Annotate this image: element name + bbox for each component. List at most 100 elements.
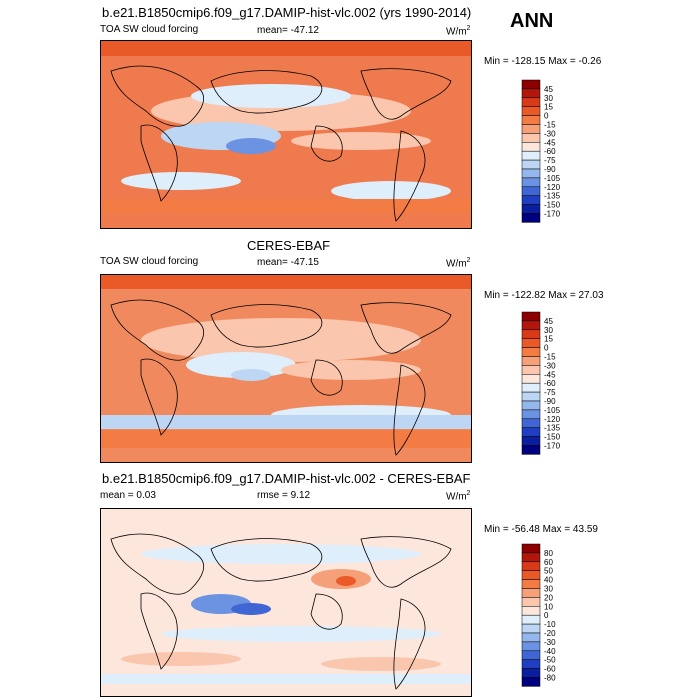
colorbar-swatch <box>521 391 541 402</box>
panel1-units: W/m2 <box>446 25 471 38</box>
colorbar-tick-label: -75 <box>544 388 556 397</box>
colorbar-tick-label: 30 <box>544 94 553 103</box>
colorbar-swatch <box>521 650 541 660</box>
colorbar-swatch <box>521 168 541 179</box>
panel3-colorbar: 80 60 50 40 30 20 10 0 -10 -20 -30 -40 -50 -60 -80 <box>521 543 582 694</box>
colorbar-swatch <box>521 668 541 678</box>
colorbar-swatch <box>521 311 541 322</box>
panel2-map-svg <box>101 275 471 462</box>
colorbar-tick-label: 0 <box>544 344 549 353</box>
colorbar-tick-label: 20 <box>544 593 553 602</box>
panel2-units: W/m2 <box>446 257 471 270</box>
colorbar-tick-label: 45 <box>544 85 553 94</box>
colorbar-swatch <box>521 150 541 161</box>
panel1-mean-label: mean= -47.12 <box>257 25 319 36</box>
colorbar-tick-label: 10 <box>544 602 553 611</box>
colorbar-tick-label: 80 <box>544 549 553 558</box>
colorbar-swatch <box>521 142 541 152</box>
panel1-variable-label: TOA SW cloud forcing <box>100 24 199 35</box>
colorbar-swatch <box>521 320 541 331</box>
colorbar-swatch <box>521 570 541 580</box>
colorbar-tick-label: -60 <box>544 379 556 388</box>
colorbar-tick-label: -15 <box>544 121 556 130</box>
colorbar-swatch <box>521 632 541 643</box>
colorbar-swatch <box>521 159 541 170</box>
panel2-mean-label: mean= -47.15 <box>257 257 319 268</box>
colorbar-tick-label: 0 <box>544 611 549 620</box>
panel3-map-svg <box>101 509 471 696</box>
colorbar-swatch <box>521 552 541 563</box>
colorbar-swatch <box>521 365 541 375</box>
colorbar-tick-label: -170 <box>544 210 561 219</box>
colorbar-swatch <box>521 106 541 116</box>
colorbar-tick-label: 15 <box>544 335 553 344</box>
colorbar-tick-label: -150 <box>544 433 561 442</box>
colorbar-tick-label: -120 <box>544 415 561 424</box>
colorbar-tick-label: -105 <box>544 406 561 415</box>
panel1-map-svg <box>101 41 471 228</box>
colorbar-swatch <box>521 418 541 428</box>
colorbar-tick-label: -20 <box>544 629 556 638</box>
colorbar-tick-label: -120 <box>544 183 561 192</box>
colorbar-swatch <box>521 400 541 411</box>
colorbar-tick-label: 30 <box>544 585 553 594</box>
colorbar-swatch <box>521 124 541 134</box>
colorbar-swatch <box>521 338 541 348</box>
panel2-colorbar: 45 30 15 0 -15 -30 -45 -60 -75 -90 -105 -120 -135 -15… <box>521 311 582 462</box>
colorbar-tick-label: 60 <box>544 558 553 567</box>
colorbar-tick-label: -135 <box>544 192 561 201</box>
panel2-variable-label: TOA SW cloud forcing <box>100 256 199 267</box>
colorbar-tick-label: -40 <box>544 647 556 656</box>
colorbar-tick-label: -150 <box>544 201 561 210</box>
colorbar-swatch <box>521 115 541 125</box>
colorbar-tick-label: -30 <box>544 638 556 647</box>
colorbar-swatch <box>521 677 541 687</box>
panel3-minmax: Min = -56.48 Max = 43.59 <box>484 524 598 535</box>
colorbar-tick-label: -50 <box>544 656 556 665</box>
colorbar-swatch <box>521 133 541 143</box>
colorbar-tick-label: -10 <box>544 620 556 629</box>
colorbar-swatch <box>521 561 541 571</box>
colorbar-tick-label: -60 <box>544 147 556 156</box>
colorbar-tick-label: 15 <box>544 103 553 112</box>
colorbar-tick-label: -90 <box>544 165 556 174</box>
panel3-title: b.e21.B1850cmip6.f09_g17.DAMIP-hist-vlc.… <box>102 471 471 486</box>
colorbar-swatch <box>521 597 541 607</box>
colorbar-swatch <box>521 329 541 339</box>
colorbar-swatch <box>521 588 541 598</box>
colorbar-tick-label: -75 <box>544 156 556 165</box>
colorbar-swatch <box>521 543 541 554</box>
colorbar-swatch <box>521 659 541 669</box>
colorbar-swatch <box>521 606 541 616</box>
panel3-units: W/m2 <box>446 490 471 503</box>
colorbar-swatch <box>521 436 541 446</box>
colorbar-tick-label: -80 <box>544 674 556 683</box>
colorbar-swatch <box>521 579 541 589</box>
colorbar-swatch <box>521 374 541 384</box>
panel1-title: b.e21.B1850cmip6.f09_g17.DAMIP-hist-vlc.… <box>102 5 472 20</box>
colorbar-tick-label: 0 <box>544 112 549 121</box>
colorbar-swatch <box>521 195 541 205</box>
colorbar-swatch <box>521 445 541 455</box>
panel3-mean-label: mean = 0.03 <box>100 490 156 501</box>
colorbar-tick-label: 30 <box>544 326 553 335</box>
colorbar-swatch <box>521 213 541 223</box>
colorbar-tick-label: -30 <box>544 129 556 138</box>
panel3-map <box>100 508 472 697</box>
colorbar-swatch <box>521 186 541 196</box>
season-label: ANN <box>510 10 554 32</box>
colorbar-swatch <box>521 427 541 437</box>
colorbar-tick-label: 40 <box>544 576 553 585</box>
colorbar-tick-label: -45 <box>544 370 556 379</box>
colorbar-tick-label: -135 <box>544 424 561 433</box>
colorbar-swatch <box>521 641 541 652</box>
colorbar-tick-label: -60 <box>544 665 556 674</box>
panel1-minmax: Min = -128.15 Max = -0.26 <box>484 56 602 67</box>
colorbar-tick-label: 50 <box>544 567 553 576</box>
colorbar-tick-label: -45 <box>544 138 556 147</box>
colorbar-swatch <box>521 409 541 420</box>
colorbar-swatch <box>521 177 541 188</box>
colorbar-tick-label: -90 <box>544 397 556 406</box>
colorbar-swatch <box>521 204 541 214</box>
colorbar-tick-label: -15 <box>544 353 556 362</box>
